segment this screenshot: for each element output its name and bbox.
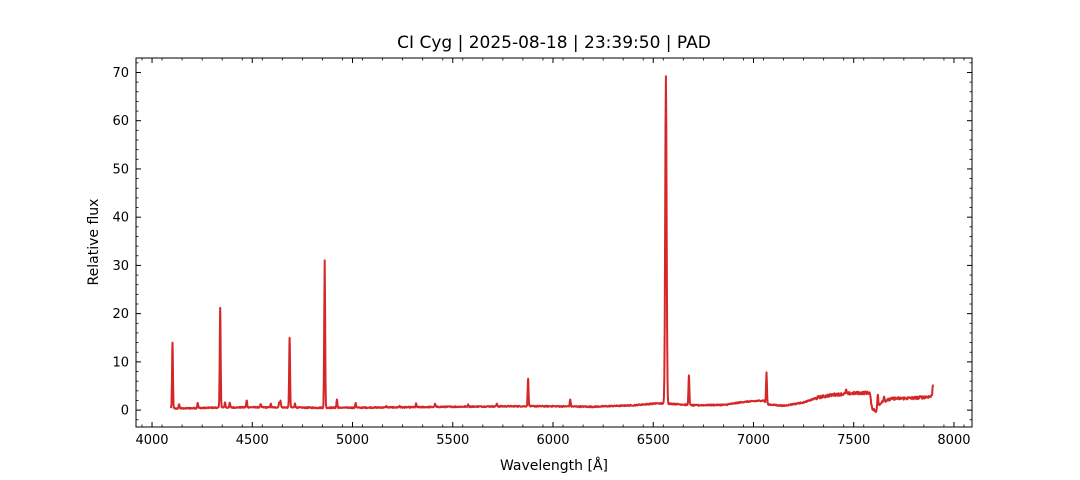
x-tick-label: 8000 xyxy=(937,433,970,448)
x-tick-label: 4500 xyxy=(236,433,269,448)
x-tick-label: 7000 xyxy=(737,433,770,448)
x-tick-label: 6500 xyxy=(637,433,670,448)
axis-ticks: 4000 4500 5000 5500 6000 6500 7000 7500 8000 0 10 2… xyxy=(112,58,972,448)
y-tick-label: 0 xyxy=(121,404,129,419)
y-tick-label: 60 xyxy=(112,114,129,129)
y-axis-label: Relative flux xyxy=(86,199,102,286)
x-axis-label: Wavelength [Å] xyxy=(500,457,608,474)
y-tick-label: 70 xyxy=(112,66,129,81)
y-tick-label: 50 xyxy=(112,162,129,177)
x-tick-label: 4000 xyxy=(135,433,168,448)
plot-frame xyxy=(135,57,973,428)
y-tick-label: 10 xyxy=(112,355,129,370)
x-tick-label: 6000 xyxy=(536,433,569,448)
y-tick-label: 20 xyxy=(112,307,129,322)
x-tick-label: 5500 xyxy=(436,433,469,448)
y-tick-label: 30 xyxy=(112,259,129,274)
x-tick-label: 7500 xyxy=(837,433,870,448)
chart-title: CI Cyg | 2025-08-18 | 23:39:50 | PAD xyxy=(397,33,711,53)
plot-area xyxy=(170,75,934,413)
spectrum-line xyxy=(170,75,934,413)
y-tick-label: 40 xyxy=(112,211,129,226)
x-tick-label: 5000 xyxy=(336,433,369,448)
